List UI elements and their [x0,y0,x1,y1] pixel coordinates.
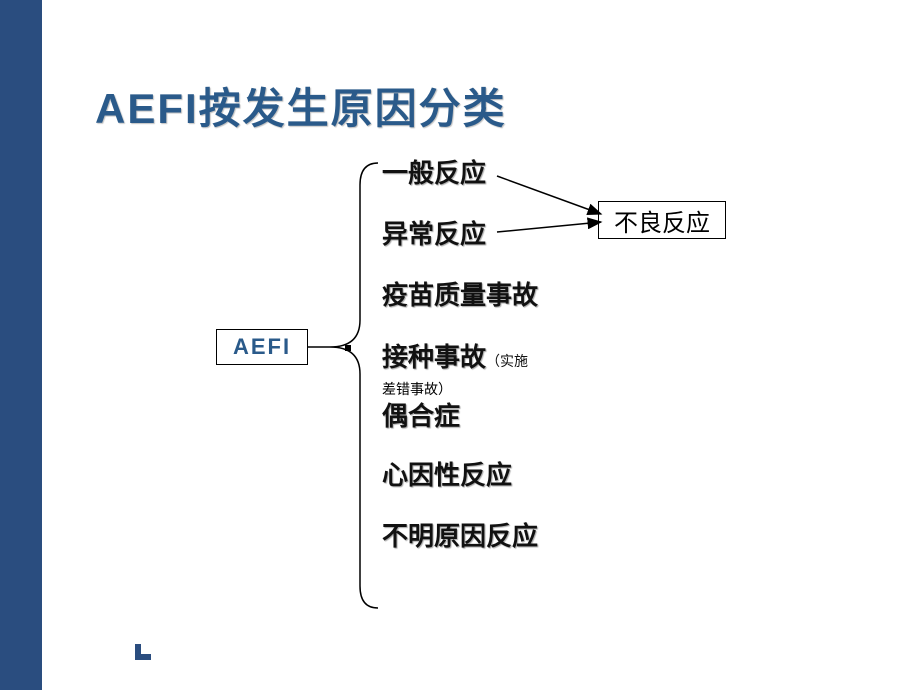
sidebar-accent [0,0,42,690]
category-list: 一般反应 异常反应 疫苗质量事故 接种事故（实施 差错事故） 偶合症 心因性反应… [382,158,538,582]
category-item-main: 接种事故 [382,343,486,372]
category-item-note: （实施 [486,355,528,370]
category-item: 心因性反应 [382,460,538,491]
category-item: 异常反应 [382,219,538,250]
category-item: 偶合症 [382,401,538,432]
page-title: AEFI按发生原因分类 [95,75,507,136]
category-item: 接种事故（实施 [382,342,538,373]
category-item: 不明原因反应 [382,521,538,552]
category-item: 一般反应 [382,158,538,189]
brace-midpoint-dot-icon [345,345,351,351]
category-item-note-line2: 差错事故） [382,379,538,399]
adverse-reaction-box: 不良反应 [598,201,726,239]
corner-accent-icon [135,644,151,660]
category-item: 疫苗质量事故 [382,280,538,311]
root-node-box: AEFI [216,329,308,365]
brace-icon [330,163,378,608]
